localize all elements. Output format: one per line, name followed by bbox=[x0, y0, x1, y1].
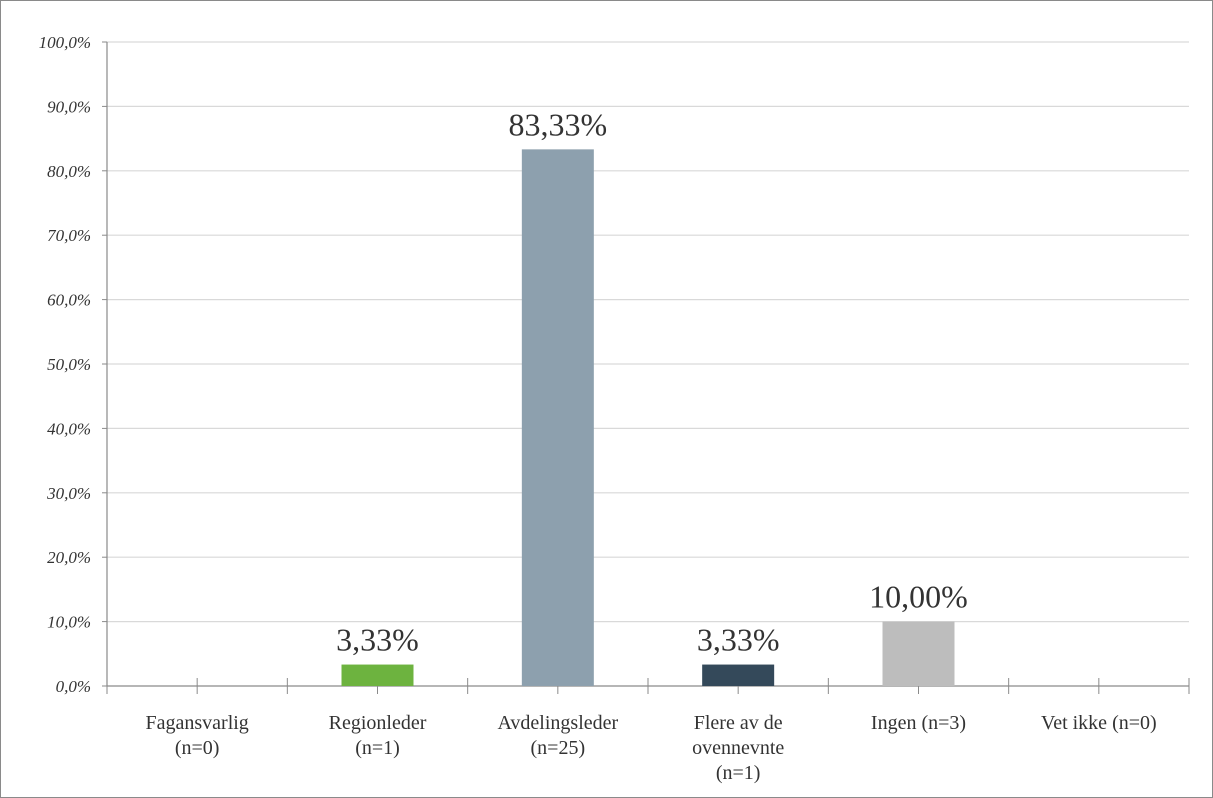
bar-4 bbox=[702, 664, 775, 686]
bar-2 bbox=[341, 664, 414, 686]
category-label-line: (n=0) bbox=[175, 737, 220, 759]
category-label-line: (n=1) bbox=[716, 762, 761, 784]
category-label-line: Flere av de bbox=[694, 712, 783, 734]
data-label-4: 3,33% bbox=[697, 622, 780, 658]
category-label-line: Ingen (n=3) bbox=[871, 712, 966, 734]
y-tick-label: 10,0% bbox=[47, 613, 91, 632]
y-tick-label: 100,0% bbox=[39, 33, 91, 52]
category-label-6: Vet ikke (n=0) bbox=[1041, 712, 1157, 734]
y-tick-label: 80,0% bbox=[47, 162, 91, 181]
category-label-4: Flere av de ovennevnte (n=1) bbox=[692, 712, 784, 784]
y-tick-label: 60,0% bbox=[47, 291, 91, 310]
data-label-2: 3,33% bbox=[336, 622, 419, 658]
category-label-2: Regionleder (n=1) bbox=[329, 712, 427, 759]
category-label-line: Avdelingsleder bbox=[497, 712, 618, 734]
y-tick-label: 30,0% bbox=[46, 484, 91, 503]
category-label-1: Fagansvarlig (n=0) bbox=[146, 712, 249, 759]
y-tick-label: 20,0% bbox=[47, 548, 91, 567]
y-tick-label: 90,0% bbox=[47, 97, 91, 116]
bar-5 bbox=[882, 621, 955, 686]
data-label-3: 83,33% bbox=[509, 106, 608, 142]
category-label-3: Avdelingsleder (n=25) bbox=[497, 712, 618, 759]
category-label-line: (n=25) bbox=[531, 737, 586, 759]
category-label-5: Ingen (n=3) bbox=[871, 712, 966, 734]
bar-3 bbox=[521, 149, 594, 686]
y-tick-label: 40,0% bbox=[47, 419, 91, 438]
y-tick-label: 50,0% bbox=[47, 355, 91, 374]
category-label-line: Regionleder bbox=[329, 712, 427, 734]
y-tick-label: 0,0% bbox=[56, 677, 91, 696]
y-tick-label: 70,0% bbox=[47, 226, 91, 245]
category-label-line: ovennevnte bbox=[692, 737, 784, 759]
category-label-line: (n=1) bbox=[355, 737, 400, 759]
category-label-line: Fagansvarlig bbox=[146, 712, 249, 734]
data-label-5: 10,00% bbox=[869, 579, 968, 615]
category-label-line: Vet ikke (n=0) bbox=[1041, 712, 1157, 734]
